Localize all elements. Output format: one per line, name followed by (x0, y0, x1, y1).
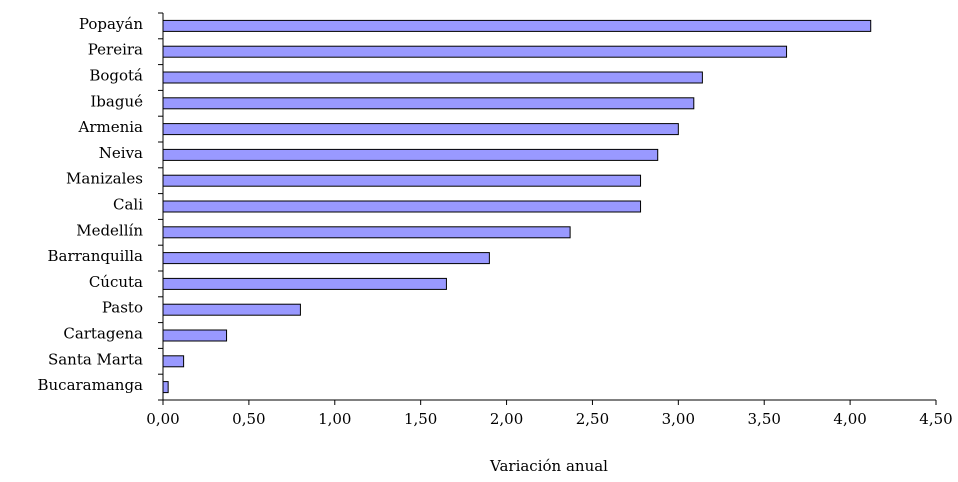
y-tick-label: Bucaramanga (37, 376, 143, 394)
bar (162, 355, 185, 368)
bar (162, 148, 659, 161)
y-tick-label: Ibagué (90, 92, 143, 110)
y-tick-label: Neiva (99, 144, 143, 162)
bar (162, 71, 703, 84)
bar (162, 381, 169, 394)
x-tick-label: 2,50 (576, 410, 609, 428)
bar (162, 97, 695, 110)
x-tick-label: 3,50 (748, 410, 781, 428)
y-tick-label: Bogotá (89, 67, 143, 85)
y-tick-label: Armenia (77, 118, 143, 136)
x-tick-label: 1,00 (318, 410, 351, 428)
bar (162, 329, 228, 342)
x-tick-label: 4,50 (919, 410, 952, 428)
y-tick-label: Cali (113, 196, 143, 214)
bar (162, 123, 679, 136)
bar (162, 200, 642, 213)
bar (162, 303, 301, 316)
y-tick-label: Manizales (66, 170, 143, 188)
x-axis-label: Variación anual (489, 457, 608, 475)
x-tick-label: 0,00 (146, 410, 179, 428)
bar (162, 45, 788, 58)
y-tick-label: Pasto (102, 299, 143, 317)
y-tick-label: Cartagena (63, 325, 143, 343)
x-tick-label: 3,00 (662, 410, 695, 428)
bar (162, 277, 447, 290)
y-tick-label: Popayán (79, 15, 143, 33)
bar (162, 226, 571, 239)
y-tick-label: Cúcuta (89, 273, 143, 291)
x-tick-label: 4,00 (833, 410, 866, 428)
bar (162, 19, 872, 32)
y-tick-label: Barranquilla (47, 247, 143, 265)
y-tick-label: Santa Marta (48, 350, 143, 368)
bar (162, 252, 490, 265)
x-tick-label: 2,00 (490, 410, 523, 428)
y-tick-label: Pereira (88, 41, 143, 59)
bar (162, 174, 642, 187)
y-tick-label: Medellín (76, 221, 143, 239)
x-tick-label: 0,50 (232, 410, 265, 428)
x-tick-label: 1,50 (404, 410, 437, 428)
